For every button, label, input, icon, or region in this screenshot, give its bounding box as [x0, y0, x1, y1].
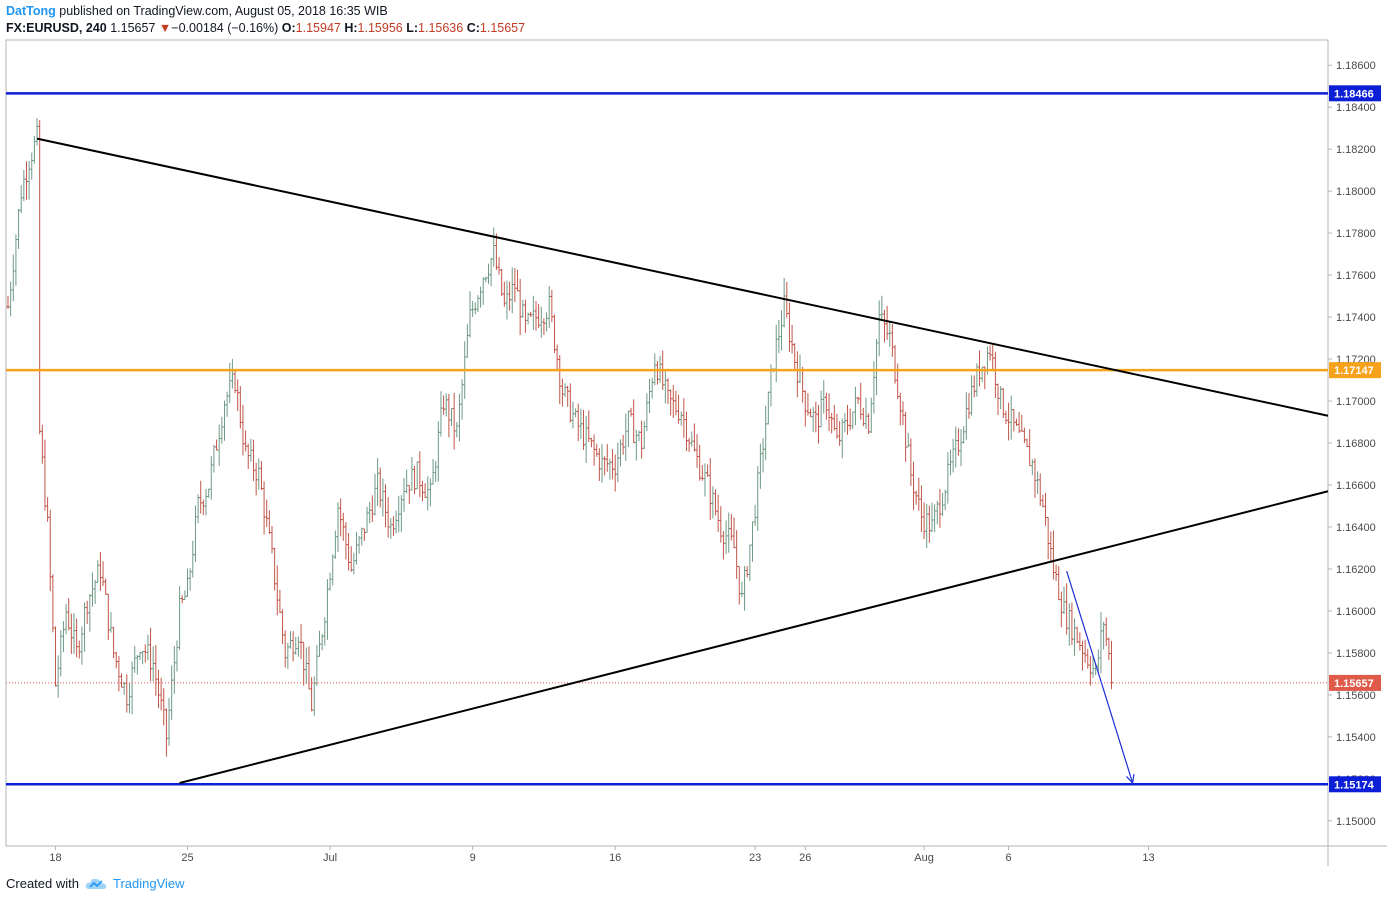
- x-axis[interactable]: 18 25 Jul 9 16 23 26 Aug 6 13: [49, 846, 1155, 864]
- y-tick-label: 1.18200: [1336, 144, 1376, 156]
- x-tick-label: 9: [470, 852, 476, 864]
- y-tick-label: 1.18600: [1336, 60, 1376, 72]
- candles[interactable]: [6, 118, 1114, 757]
- y-tick-label: 1.16000: [1336, 606, 1376, 618]
- y-axis[interactable]: 1.18600 1.18400 1.18200 1.18000 1.17800 1.176…: [1328, 60, 1376, 828]
- change-value: −0.00184 (−0.16%): [171, 21, 279, 35]
- tradingview-cloud-icon: [85, 878, 106, 889]
- x-tick-label: 6: [1005, 852, 1011, 864]
- x-tick-label: Aug: [914, 852, 934, 864]
- open-label: O:: [281, 21, 296, 35]
- y-tick-label: 1.15400: [1336, 732, 1376, 744]
- tradingview-link[interactable]: TradingView: [112, 876, 185, 891]
- x-tick-label: 18: [49, 852, 61, 864]
- level-tag-resistance-high: [1329, 85, 1381, 102]
- publish-line: DatTong published on TradingView.com, Au…: [6, 4, 388, 18]
- y-tick-label: 1.18400: [1336, 102, 1376, 114]
- y-tick-label: 1.18000: [1336, 186, 1376, 198]
- low-value: 1.15636: [418, 21, 464, 35]
- last-price: 1.15657: [110, 21, 156, 35]
- horizontal-levels[interactable]: [6, 92, 1328, 786]
- trendlines[interactable]: [36, 137, 1329, 785]
- close-value: 1.15657: [479, 21, 526, 35]
- y-tick-label: 1.16600: [1336, 480, 1376, 492]
- current-price-label: 1.15657: [1334, 678, 1374, 690]
- open-value: 1.15947: [295, 21, 341, 35]
- symbol-label: FX:EURUSD, 240: [6, 21, 107, 35]
- high-value: 1.15956: [357, 21, 403, 35]
- x-tick-label: Jul: [323, 852, 337, 864]
- price-tags: 1.18466 1.17147 1.15174 1.15657: [1329, 85, 1381, 793]
- high-label: H:: [344, 21, 358, 35]
- x-tick-label: 13: [1142, 852, 1154, 864]
- publish-info: published on TradingView.com, August 05,…: [55, 4, 388, 18]
- ohlc-line: FX:EURUSD, 240 1.15657 ▼−0.00184 (−0.16%…: [6, 21, 525, 35]
- price-chart[interactable]: 1.18600 1.18400 1.18200 1.18000 1.17800 1.176…: [0, 0, 1387, 870]
- projection-arrow-shaft: [1066, 570, 1134, 784]
- y-tick-label: 1.16200: [1336, 564, 1376, 576]
- level-tag-label: 1.15174: [1334, 779, 1375, 791]
- y-tick-label: 1.15000: [1336, 816, 1376, 828]
- level-tag-label: 1.18466: [1334, 88, 1374, 100]
- close-label: C:: [466, 21, 480, 35]
- x-tick-label: 23: [749, 852, 761, 864]
- y-tick-label: 1.17600: [1336, 270, 1376, 282]
- descending-trendline: [36, 137, 1329, 417]
- current-price-tag: [1329, 674, 1381, 691]
- x-tick-label: 25: [181, 852, 193, 864]
- x-tick-label: 16: [609, 852, 621, 864]
- y-tick-label: 1.16400: [1336, 522, 1376, 534]
- author-link[interactable]: DatTong: [6, 4, 56, 18]
- candle: [1110, 640, 1114, 690]
- footer: Created with TradingView: [6, 876, 185, 891]
- x-tick-label: 26: [799, 852, 811, 864]
- ascending-trendline: [179, 490, 1329, 785]
- y-tick-label: 1.17800: [1336, 228, 1376, 240]
- y-tick-label: 1.15800: [1336, 648, 1376, 660]
- y-tick-label: 1.17400: [1336, 312, 1376, 324]
- plot-area[interactable]: [5, 39, 1329, 847]
- y-tick-label: 1.17000: [1336, 396, 1376, 408]
- y-tick-label: 1.16800: [1336, 438, 1376, 450]
- change-down-icon: ▼: [158, 21, 172, 35]
- y-tick-label: 1.15600: [1336, 690, 1376, 702]
- created-with-label: Created with: [6, 876, 79, 891]
- level-tag-support-low: [1329, 776, 1381, 793]
- low-label: L:: [406, 21, 419, 35]
- projection-arrow-head: [1126, 774, 1135, 785]
- level-tag-label: 1.17147: [1334, 365, 1374, 377]
- level-tag-pivot: [1329, 362, 1381, 379]
